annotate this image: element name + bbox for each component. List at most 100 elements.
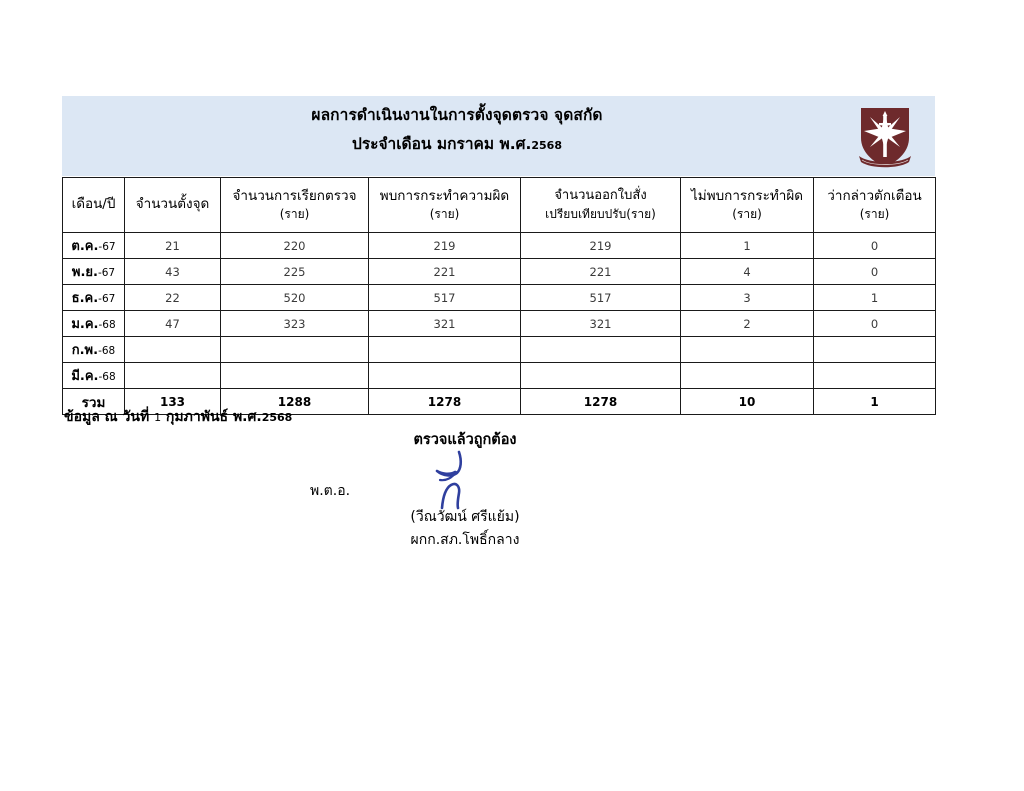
signature-block: ตรวจแล้วถูกต้อง พ.ต.อ. (วีณวัฒน์ ศรีแย้ม… <box>300 428 630 553</box>
table-header: เดือน/ปี จำนวนตั้งจุด จำนวนการเรียกตรวจ … <box>62 177 936 233</box>
row-month-name: พ.ย. <box>71 265 98 280</box>
column-header-inspections-unit: (ราย) <box>279 207 310 222</box>
cell-violations: 517 <box>368 284 521 311</box>
total-tickets: 1278 <box>520 388 681 415</box>
total-warnings: 1 <box>813 388 936 415</box>
signer-rank: พ.ต.อ. <box>310 483 351 499</box>
row-month-year: -67 <box>98 241 116 253</box>
column-header-inspections: จำนวนการเรียกตรวจ (ราย) <box>220 177 369 233</box>
cell-violations: 219 <box>368 232 521 259</box>
asof-month: กุมภาพันธ์ พ.ศ. <box>161 409 262 425</box>
table-total-row: รวม 133 1288 1278 1278 10 1 <box>62 388 936 415</box>
row-month-label: ต.ค.-67 <box>62 232 125 259</box>
cell-inspections: 225 <box>220 258 369 285</box>
page-subtitle-year: 2568 <box>531 139 562 153</box>
cell-warnings <box>813 362 936 389</box>
cell-checkpoints: 43 <box>124 258 221 285</box>
cell-violations <box>368 336 521 363</box>
checkpoint-results-table: เดือน/ปี จำนวนตั้งจุด จำนวนการเรียกตรวจ … <box>62 177 936 415</box>
cell-no-violations: 2 <box>680 310 814 337</box>
total-no-violations: 10 <box>680 388 814 415</box>
cell-violations <box>368 362 521 389</box>
row-month-label: มี.ค.-68 <box>62 362 125 389</box>
total-violations: 1278 <box>368 388 521 415</box>
table-row: ก.พ.-68 <box>62 336 936 363</box>
cell-tickets: 321 <box>520 310 681 337</box>
cell-warnings: 1 <box>813 284 936 311</box>
data-asof-line: ข้อมูล ณ วันที่ 1 กุมภาพันธ์ พ.ศ.2568 <box>64 406 292 428</box>
cell-violations: 321 <box>368 310 521 337</box>
cell-tickets: 219 <box>520 232 681 259</box>
column-header-no-violations-unit: (ราย) <box>732 207 762 222</box>
cell-violations: 221 <box>368 258 521 285</box>
table-row: พ.ย.-67 43 225 221 221 4 0 <box>62 258 936 285</box>
cell-checkpoints <box>124 336 221 363</box>
column-header-checkpoints-main: จำนวนตั้งจุด <box>135 196 210 213</box>
page-subtitle: ประจำเดือน มกราคม พ.ศ.2568 <box>352 134 562 154</box>
column-header-tickets-main: จำนวนออกใบสั่ง <box>554 187 647 203</box>
cell-tickets: 221 <box>520 258 681 285</box>
column-header-no-violations: ไม่พบการกระทำผิด (ราย) <box>680 177 814 233</box>
row-month-label: ม.ค.-68 <box>62 310 125 337</box>
row-month-year: -68 <box>98 371 116 383</box>
table-header-row: เดือน/ปี จำนวนตั้งจุด จำนวนการเรียกตรวจ … <box>62 177 936 233</box>
table-row: มี.ค.-68 <box>62 362 936 389</box>
asof-year: 2568 <box>261 411 293 424</box>
table-row: ต.ค.-67 21 220 219 219 1 0 <box>62 232 936 259</box>
cell-checkpoints <box>124 362 221 389</box>
column-header-warnings: ว่ากล่าวตักเตือน (ราย) <box>813 177 936 233</box>
page-title: ผลการดำเนินงานในการตั้งจุดตรวจ จุดสกัด <box>311 106 603 124</box>
total-inspections: 1288 <box>220 388 369 415</box>
banner-title-group: ผลการดำเนินงานในการตั้งจุดตรวจ จุดสกัด ป… <box>62 96 852 176</box>
row-month-name: มี.ค. <box>71 369 99 384</box>
row-month-name: ม.ค. <box>71 317 99 332</box>
row-month-label: ธ.ค.-67 <box>62 284 125 311</box>
total-row-label: รวม <box>62 388 125 415</box>
cell-inspections <box>220 336 369 363</box>
column-header-violations-main: พบการกระทำความผิด <box>379 187 510 204</box>
cell-tickets <box>520 362 681 389</box>
cell-checkpoints: 22 <box>124 284 221 311</box>
row-month-label: ก.พ.-68 <box>62 336 125 363</box>
column-header-warnings-unit: (ราย) <box>859 207 890 222</box>
row-month-name: ต.ค. <box>71 239 99 254</box>
cell-warnings <box>813 336 936 363</box>
cell-warnings: 0 <box>813 258 936 285</box>
column-header-checkpoints: จำนวนตั้งจุด <box>124 177 221 233</box>
column-header-tickets: จำนวนออกใบสั่ง เปรียบเทียบปรับ(ราย) <box>520 177 681 233</box>
cell-inspections: 220 <box>220 232 369 259</box>
cell-warnings: 0 <box>813 310 936 337</box>
table-row: ธ.ค.-67 22 520 517 517 3 1 <box>62 284 936 311</box>
table-body: ต.ค.-67 21 220 219 219 1 0 พ.ย.-67 43 22… <box>62 232 936 415</box>
handwritten-signature-icon <box>412 446 502 514</box>
row-month-year: -67 <box>98 293 116 305</box>
cell-warnings: 0 <box>813 232 936 259</box>
column-header-month: เดือน/ปี <box>62 177 125 233</box>
row-month-label: พ.ย.-67 <box>62 258 125 285</box>
column-header-no-violations-main: ไม่พบการกระทำผิด <box>691 187 803 204</box>
asof-day: 1 <box>154 411 162 424</box>
row-month-year: -67 <box>97 267 116 279</box>
verified-label: ตรวจแล้วถูกต้อง <box>413 432 517 448</box>
page-subtitle-text: ประจำเดือน มกราคม พ.ศ. <box>351 135 532 154</box>
title-banner: ผลการดำเนินงานในการตั้งจุดตรวจ จุดสกัด ป… <box>62 96 935 176</box>
column-header-tickets-unit: เปรียบเทียบปรับ(ราย) <box>545 206 656 221</box>
column-header-inspections-main: จำนวนการเรียกตรวจ <box>232 187 357 204</box>
table-row: ม.ค.-68 47 323 321 321 2 0 <box>62 310 936 337</box>
cell-no-violations: 3 <box>680 284 814 311</box>
police-emblem-icon <box>851 102 919 172</box>
cell-tickets <box>520 336 681 363</box>
cell-no-violations <box>680 336 814 363</box>
cell-no-violations <box>680 362 814 389</box>
cell-checkpoints: 21 <box>124 232 221 259</box>
row-month-year: -68 <box>98 345 116 357</box>
cell-inspections: 323 <box>220 310 369 337</box>
cell-no-violations: 4 <box>680 258 814 285</box>
column-header-violations: พบการกระทำความผิด (ราย) <box>368 177 521 233</box>
row-month-year: -68 <box>98 319 116 331</box>
row-month-name: ก.พ. <box>71 343 99 358</box>
cell-tickets: 517 <box>520 284 681 311</box>
cell-inspections <box>220 362 369 389</box>
column-header-warnings-main: ว่ากล่าวตักเตือน <box>827 187 922 204</box>
